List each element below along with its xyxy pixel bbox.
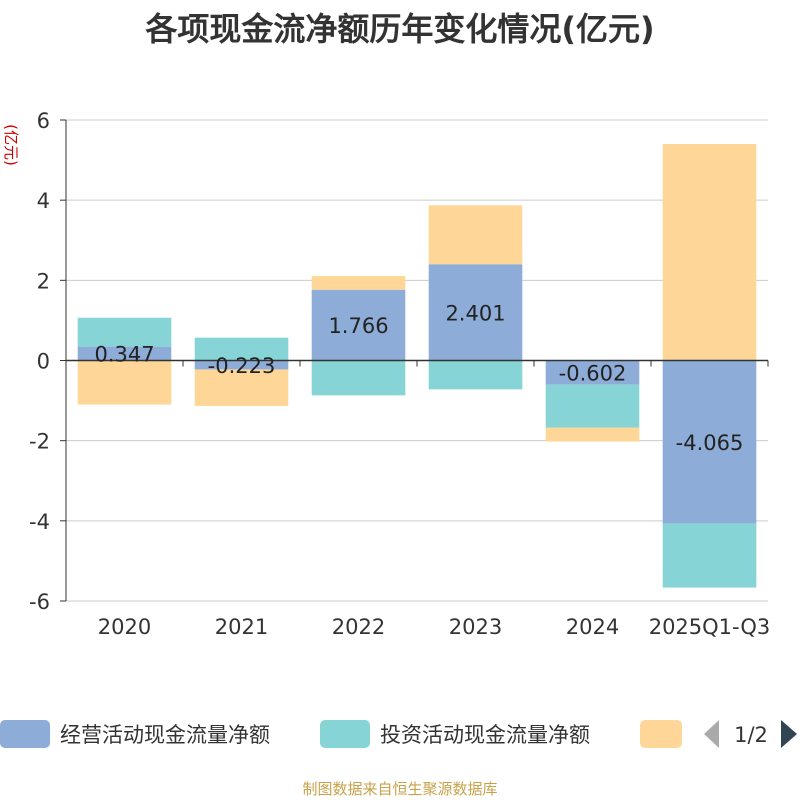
label-layer: 0.347 -0.223 1.766 2.401 -0.602 -4.065 <box>94 301 743 455</box>
bar-2021-series-1 <box>194 337 289 361</box>
legend-label[interactable]: 经营活动现金流量净额 <box>60 723 270 747</box>
bar-2025Q1-Q3-series-1 <box>662 523 757 588</box>
y-axis-title: (亿元) <box>2 124 20 166</box>
x-tick-label: 2022 <box>332 615 385 639</box>
y-tick-label: -2 <box>29 430 50 454</box>
data-label: -0.602 <box>559 362 627 386</box>
axis-layer: 6 4 2 0 -2 -4 -6 2020 2021 2022 2023 2024 2025Q1-Q3 <box>29 109 770 639</box>
bar-2022-series-0 <box>311 289 406 361</box>
legend-swatch-2[interactable] <box>640 720 682 748</box>
data-label: 2.401 <box>445 301 505 325</box>
bar-2022-series-1 <box>311 360 406 396</box>
x-tick-label: 2020 <box>98 615 151 639</box>
source-note: 制图数据来自恒生聚源数据库 <box>302 780 498 798</box>
data-label: 0.347 <box>94 343 154 367</box>
bars-layer <box>77 144 757 588</box>
y-tick-label: 6 <box>37 109 50 133</box>
x-tick-label: 2023 <box>449 615 502 639</box>
data-label: -0.223 <box>208 354 276 378</box>
bar-2022-series-2 <box>311 276 406 290</box>
bar-2024-series-1 <box>545 384 640 428</box>
bar-2023-series-0 <box>428 264 523 361</box>
legend-label[interactable]: 投资活动现金流量净额 <box>380 723 590 747</box>
bar-2020-series-1 <box>77 317 172 347</box>
y-tick-label: -4 <box>29 510 50 534</box>
legend-next-arrow-icon[interactable] <box>781 720 797 748</box>
bar-2021-series-0 <box>194 360 289 370</box>
grid-layer <box>66 119 768 602</box>
bar-2023-series-2 <box>428 205 523 265</box>
x-tick-label: 2021 <box>215 615 268 639</box>
bar-2025Q1-Q3-series-2 <box>662 144 757 361</box>
bar-2020-series-2 <box>77 360 172 405</box>
bar-2020-series-0 <box>77 346 172 361</box>
legend-swatch-1[interactable] <box>320 720 370 748</box>
legend-page-indicator: 1/2 <box>734 723 768 747</box>
data-label: 1.766 <box>328 314 388 338</box>
data-label: -4.065 <box>676 431 744 455</box>
y-tick-label: 0 <box>37 350 50 374</box>
bar-2021-series-2 <box>194 369 289 406</box>
y-tick-label: 4 <box>37 189 50 213</box>
bar-2024-series-0 <box>545 360 640 385</box>
legend-swatch-0[interactable] <box>0 720 50 748</box>
y-tick-label: -6 <box>29 590 50 614</box>
bar-2024-series-2 <box>545 427 640 442</box>
x-tick-label: 2025Q1-Q3 <box>649 615 771 639</box>
bar-2023-series-1 <box>428 360 523 390</box>
legend: 经营活动现金流量净额 投资活动现金流量净额 1/2 <box>0 720 797 748</box>
x-tick-label: 2024 <box>566 615 619 639</box>
bar-2025Q1-Q3-series-0 <box>662 360 757 524</box>
legend-prev-arrow-icon[interactable] <box>704 720 719 748</box>
chart-title: 各项现金流净额历年变化情况(亿元) <box>145 10 655 48</box>
y-tick-label: 2 <box>37 269 50 293</box>
